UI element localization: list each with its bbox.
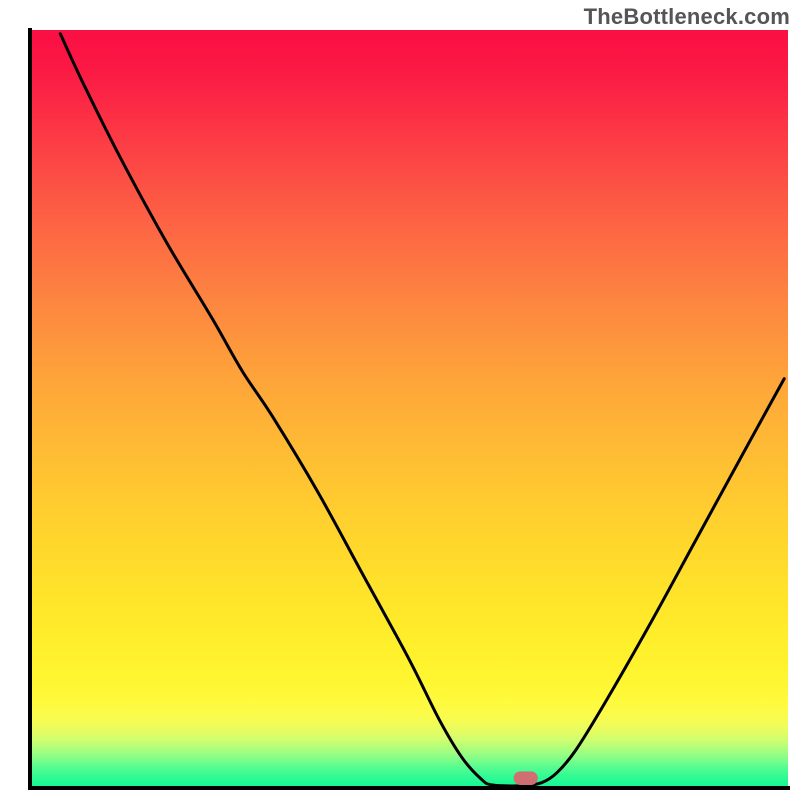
watermark-text: TheBottleneck.com: [584, 4, 790, 30]
minimum-marker: [514, 771, 538, 785]
plot-background: [30, 30, 788, 788]
chart-svg: [0, 0, 800, 800]
bottleneck-chart: TheBottleneck.com: [0, 0, 800, 800]
